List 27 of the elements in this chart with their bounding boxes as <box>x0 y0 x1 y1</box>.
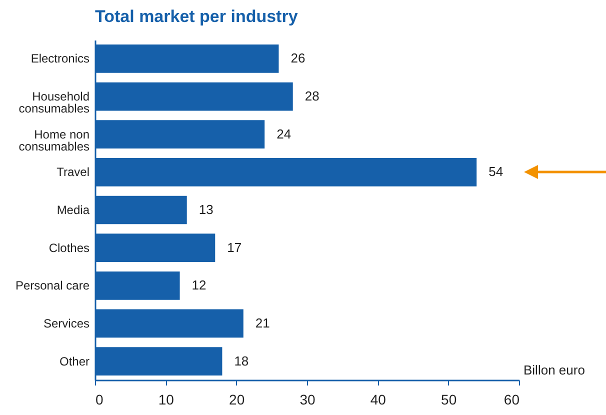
x-tick-label: 30 <box>300 392 316 408</box>
y-tick-label: Services <box>43 316 90 330</box>
data-label: 12 <box>192 278 206 293</box>
y-tick-label: Personal care <box>15 278 90 293</box>
data-label: 54 <box>488 164 504 180</box>
x-tick-label: 50 <box>441 392 457 408</box>
data-label: 18 <box>234 353 249 368</box>
y-tick-label: Travel <box>56 165 90 180</box>
x-tick-label: 60 <box>504 392 520 408</box>
data-label: 17 <box>227 240 242 255</box>
data-label: 26 <box>290 50 306 66</box>
x-tick-label: 10 <box>158 392 174 408</box>
x-tick-label: 20 <box>229 392 245 408</box>
y-tick-label: Household consumables <box>18 90 90 116</box>
data-label: 21 <box>255 315 270 330</box>
y-tick-label: Electronics <box>30 52 90 66</box>
y-tick-label: Other <box>59 354 90 368</box>
x-tick-label: 0 <box>96 392 104 408</box>
data-label: 24 <box>276 126 292 142</box>
y-tick-label: Media <box>56 203 90 217</box>
y-tick-label: Clothes <box>48 240 90 255</box>
x-tick-label: 40 <box>370 392 386 408</box>
y-tick-label: Home non consumables <box>18 127 90 154</box>
chart-title: Total market per industry <box>95 7 298 26</box>
x-axis-title: Billon euro <box>524 362 585 378</box>
data-label: 13 <box>198 202 214 217</box>
data-label: 28 <box>304 88 320 104</box>
